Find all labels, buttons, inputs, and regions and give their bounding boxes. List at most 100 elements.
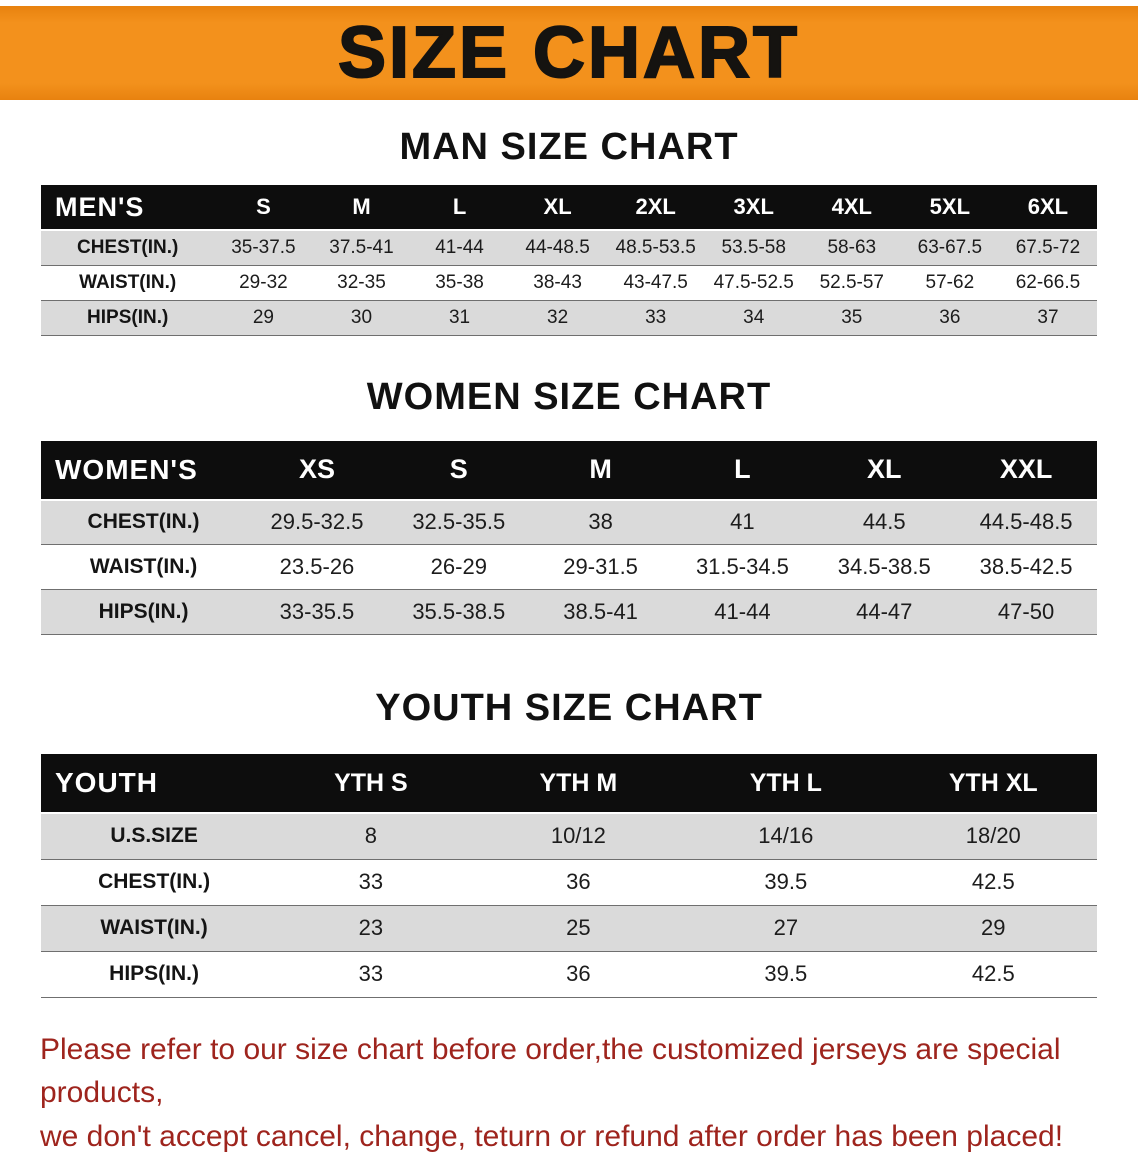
row-label-cell: WAIST(IN.) — [41, 905, 267, 951]
size-header-cell: 3XL — [705, 185, 803, 230]
data-cell: 29-32 — [214, 265, 312, 300]
row-label-cell: CHEST(IN.) — [41, 859, 267, 905]
data-cell: 42.5 — [890, 951, 1097, 997]
data-cell: 36 — [475, 951, 682, 997]
row-label-cell: WAIST(IN.) — [41, 265, 214, 300]
data-cell: 34 — [705, 300, 803, 335]
data-cell: 18/20 — [890, 813, 1097, 859]
data-cell: 37 — [999, 300, 1097, 335]
size-header-cell: S — [388, 441, 530, 500]
data-cell: 39.5 — [682, 859, 889, 905]
data-cell: 29 — [890, 905, 1097, 951]
data-cell: 33 — [267, 859, 474, 905]
data-cell: 29 — [214, 300, 312, 335]
women-section-heading: WOMEN SIZE CHART — [0, 376, 1138, 419]
data-cell: 31.5-34.5 — [672, 545, 814, 590]
data-cell: 41-44 — [411, 230, 509, 265]
data-cell: 32.5-35.5 — [388, 500, 530, 545]
size-header-cell: YTH S — [267, 754, 474, 813]
data-cell: 47-50 — [955, 590, 1097, 635]
size-header-cell: YTH M — [475, 754, 682, 813]
data-cell: 44.5 — [813, 500, 955, 545]
size-header-cell: S — [214, 185, 312, 230]
row-label-cell: CHEST(IN.) — [41, 230, 214, 265]
data-cell: 44.5-48.5 — [955, 500, 1097, 545]
data-cell: 35-38 — [411, 265, 509, 300]
data-cell: 10/12 — [475, 813, 682, 859]
data-cell: 38-43 — [509, 265, 607, 300]
notice-line-2: we don't accept cancel, change, teturn o… — [40, 1115, 1100, 1158]
data-cell: 44-48.5 — [509, 230, 607, 265]
data-cell: 62-66.5 — [999, 265, 1097, 300]
data-cell: 58-63 — [803, 230, 901, 265]
size-header-cell: L — [672, 441, 814, 500]
data-cell: 48.5-53.5 — [607, 230, 705, 265]
data-cell: 41-44 — [672, 590, 814, 635]
data-cell: 33 — [267, 951, 474, 997]
data-cell: 44-47 — [813, 590, 955, 635]
size-header-cell: M — [312, 185, 410, 230]
data-cell: 38.5-42.5 — [955, 545, 1097, 590]
size-header-cell: 2XL — [607, 185, 705, 230]
data-cell: 39.5 — [682, 951, 889, 997]
data-cell: 33-35.5 — [246, 590, 388, 635]
row-label-cell: HIPS(IN.) — [41, 590, 246, 635]
data-cell: 27 — [682, 905, 889, 951]
data-cell: 41 — [672, 500, 814, 545]
data-cell: 26-29 — [388, 545, 530, 590]
row-label-cell: HIPS(IN.) — [41, 951, 267, 997]
data-cell: 67.5-72 — [999, 230, 1097, 265]
data-cell: 23 — [267, 905, 474, 951]
data-cell: 35 — [803, 300, 901, 335]
size-header-cell: XS — [246, 441, 388, 500]
table-title-cell: MEN'S — [41, 185, 214, 230]
data-cell: 8 — [267, 813, 474, 859]
data-cell: 29.5-32.5 — [246, 500, 388, 545]
data-cell: 35-37.5 — [214, 230, 312, 265]
data-cell: 37.5-41 — [312, 230, 410, 265]
size-header-cell: YTH L — [682, 754, 889, 813]
data-cell: 33 — [607, 300, 705, 335]
footer-notice: Please refer to our size chart before or… — [40, 1028, 1100, 1158]
data-cell: 34.5-38.5 — [813, 545, 955, 590]
size-header-cell: L — [411, 185, 509, 230]
page-title: SIZE CHART — [338, 12, 800, 94]
data-cell: 29-31.5 — [530, 545, 672, 590]
size-header-cell: XL — [509, 185, 607, 230]
table-title-cell: WOMEN'S — [41, 441, 246, 500]
data-cell: 31 — [411, 300, 509, 335]
size-header-cell: XL — [813, 441, 955, 500]
size-header-cell: XXL — [955, 441, 1097, 500]
size-header-cell: YTH XL — [890, 754, 1097, 813]
data-cell: 63-67.5 — [901, 230, 999, 265]
data-cell: 47.5-52.5 — [705, 265, 803, 300]
data-cell: 42.5 — [890, 859, 1097, 905]
data-cell: 14/16 — [682, 813, 889, 859]
data-cell: 30 — [312, 300, 410, 335]
banner: SIZE CHART — [0, 6, 1138, 100]
size-header-cell: 5XL — [901, 185, 999, 230]
data-cell: 38 — [530, 500, 672, 545]
youth-section-heading: YOUTH SIZE CHART — [0, 687, 1138, 730]
row-label-cell: CHEST(IN.) — [41, 500, 246, 545]
notice-line-1: Please refer to our size chart before or… — [40, 1028, 1100, 1115]
data-cell: 52.5-57 — [803, 265, 901, 300]
size-header-cell: 4XL — [803, 185, 901, 230]
data-cell: 32-35 — [312, 265, 410, 300]
